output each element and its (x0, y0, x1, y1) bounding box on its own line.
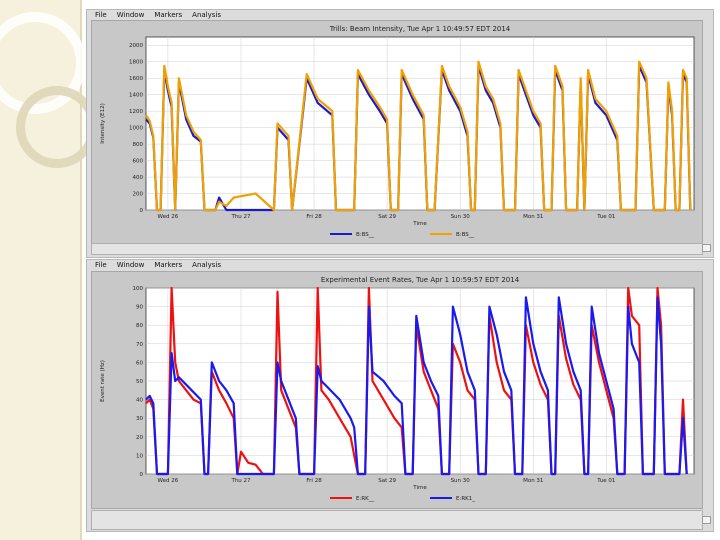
y-tick-label: 90 (136, 305, 143, 311)
menubar: File Window Markers Analysis (87, 10, 713, 20)
chart-title: Trills: Beam Intensity, Tue Apr 1 10:49:… (329, 25, 511, 33)
menu-file[interactable]: File (95, 11, 107, 19)
y-tick-label: 200 (133, 192, 144, 198)
menu-window[interactable]: Window (116, 11, 145, 19)
y-tick-label: 1000 (129, 126, 143, 132)
y-tick-label: 10 (136, 453, 143, 459)
x-tick-label: Wed 26 (158, 214, 179, 220)
y-tick-label: 60 (136, 360, 143, 366)
chart-title: Experimental Event Rates, Tue Apr 1 10:5… (321, 276, 520, 284)
plot-window-bottom: File Window Markers Analysis Experimenta… (86, 259, 714, 532)
legend-label: B:BS__ (456, 232, 475, 238)
y-tick-label: 1400 (129, 93, 143, 99)
y-tick-label: 70 (136, 342, 143, 348)
y-tick-label: 1600 (129, 76, 143, 82)
x-tick-label: Sun 30 (451, 214, 471, 220)
x-tick-label: Sat 29 (378, 214, 396, 220)
x-tick-label: Fri 28 (306, 478, 322, 484)
y-tick-label: 20 (136, 435, 143, 441)
x-tick-label: Mon 31 (523, 214, 543, 220)
series-line-0 (145, 286, 688, 476)
x-tick-label: Tue 01 (596, 478, 615, 484)
y-tick-label: 30 (136, 416, 143, 422)
event-rates-plot: Experimental Event Rates, Tue Apr 1 10:5… (91, 271, 703, 509)
y-tick-label: 0 (140, 472, 144, 478)
series-line-1 (145, 60, 692, 212)
y-tick-label: 800 (133, 142, 144, 148)
chart-svg: Trills: Beam Intensity, Tue Apr 1 10:49:… (100, 25, 695, 238)
y-axis-label: Event rate (Hz) (100, 360, 106, 402)
y-tick-label: 50 (136, 379, 143, 385)
menubar: File Window Markers Analysis (87, 260, 713, 270)
y-tick-label: 0 (140, 208, 144, 214)
menu-file[interactable]: File (95, 261, 107, 269)
scroll-arrow-icon[interactable] (702, 516, 711, 524)
plot-window-top: File Window Markers Analysis Trills: Bea… (86, 9, 714, 258)
menu-markers[interactable]: Markers (154, 11, 183, 19)
x-tick-label: Thu 27 (230, 214, 251, 220)
beam-intensity-plot: Trills: Beam Intensity, Tue Apr 1 10:49:… (91, 20, 703, 245)
menu-analysis[interactable]: Analysis (192, 261, 222, 269)
legend-label: B:BS__ (356, 232, 375, 238)
horizontal-scrollbar[interactable] (91, 510, 711, 530)
chart-svg: Experimental Event Rates, Tue Apr 1 10:5… (100, 276, 695, 502)
horizontal-scrollbar[interactable] (91, 243, 711, 255)
slide-decoration (0, 0, 98, 540)
y-axis-label: Intensity (E12) (100, 103, 106, 143)
menu-window[interactable]: Window (116, 261, 145, 269)
x-tick-label: Thu 27 (230, 478, 251, 484)
y-tick-label: 40 (136, 398, 143, 404)
y-tick-label: 1800 (129, 60, 143, 66)
x-axis-label: Time (412, 485, 427, 491)
x-tick-label: Tue 01 (596, 214, 615, 220)
y-tick-label: 600 (133, 159, 144, 165)
legend-label: E:RK1_ (456, 496, 475, 502)
x-tick-label: Wed 26 (158, 478, 179, 484)
y-tick-label: 1200 (129, 109, 143, 115)
x-tick-label: Sat 29 (378, 478, 396, 484)
y-tick-label: 2000 (129, 43, 143, 49)
y-tick-label: 400 (133, 175, 144, 181)
x-axis-label: Time (412, 221, 427, 227)
menu-markers[interactable]: Markers (154, 261, 183, 269)
series-line-1 (145, 296, 688, 476)
plot-area (145, 36, 695, 211)
scroll-up-icon[interactable] (702, 244, 711, 252)
y-tick-label: 80 (136, 323, 143, 329)
x-tick-label: Fri 28 (306, 214, 322, 220)
menu-analysis[interactable]: Analysis (192, 11, 222, 19)
y-tick-label: 100 (133, 286, 144, 292)
legend-label: E:RK__ (356, 496, 375, 502)
x-tick-label: Sun 30 (451, 478, 471, 484)
x-tick-label: Mon 31 (523, 478, 543, 484)
